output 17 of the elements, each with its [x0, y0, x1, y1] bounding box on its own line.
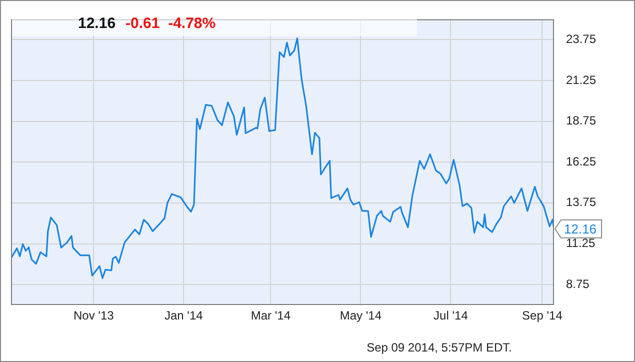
chart-subtitle: -0.61 -4.78% — [126, 15, 216, 32]
x-tick-label: Jan '14 — [164, 308, 204, 323]
x-tick-label: Jul '14 — [434, 308, 468, 323]
text: Sep 09 2014, 5:57PM EDT. — [366, 340, 512, 354]
x-tick-label: Nov '13 — [73, 308, 114, 323]
chart-title: 12.16 — [78, 15, 116, 32]
y-tick-label: 11.25 — [566, 236, 596, 250]
annotation: 12.16 — [564, 221, 597, 236]
y-tick-label: 16.25 — [566, 154, 596, 168]
x-tick-label: Sep '14 — [522, 308, 563, 323]
y-tick-label: 21.25 — [566, 72, 596, 87]
y-tick-label: 23.75 — [566, 32, 596, 46]
y-tick-label: 18.75 — [566, 114, 596, 128]
y-tick-label: 8.75 — [566, 276, 590, 291]
x-tick-label: Mar '14 — [250, 308, 291, 323]
x-tick-label: May '14 — [340, 308, 382, 323]
y-tick-label: 13.75 — [566, 195, 596, 210]
